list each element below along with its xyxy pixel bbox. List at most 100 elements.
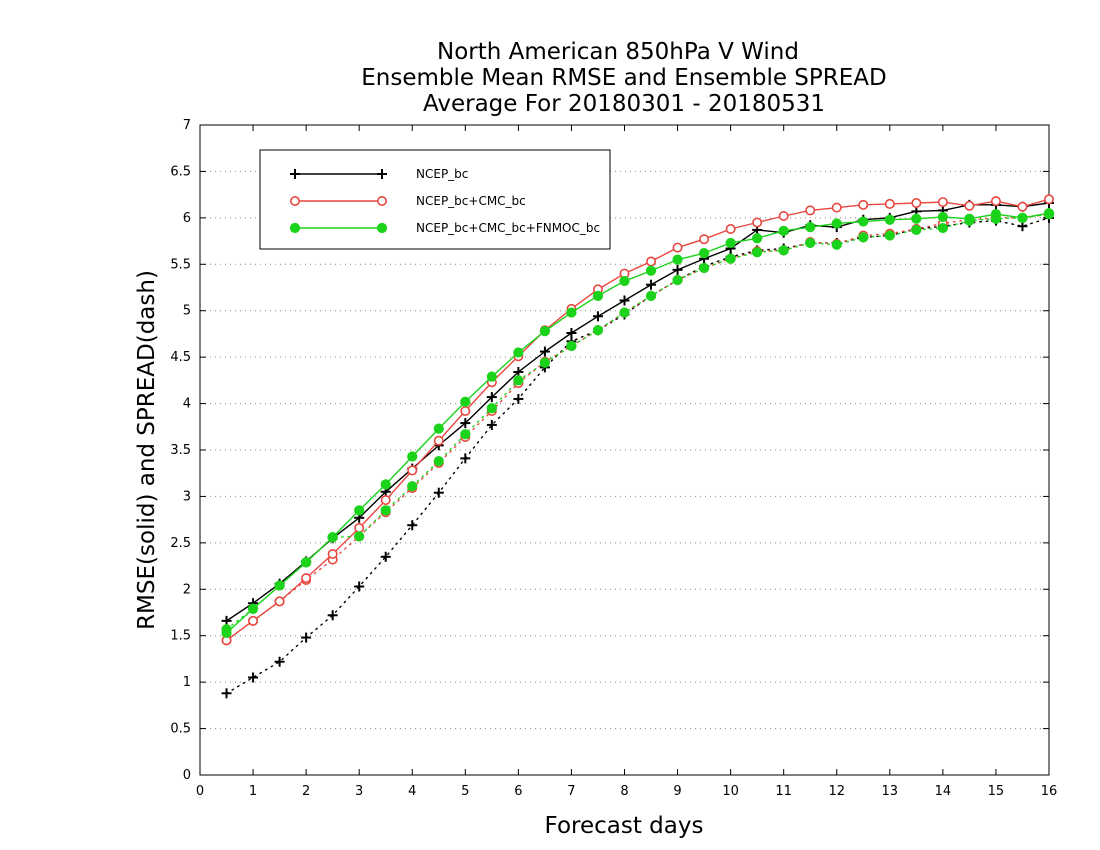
spread-point: [698, 262, 710, 274]
spread-point: [805, 237, 816, 249]
legend-label: NCEP_bc: [416, 167, 468, 181]
spread-point: [433, 456, 444, 467]
rmse-point: [911, 213, 922, 224]
spread-point: [911, 224, 922, 236]
spread-point: [380, 505, 391, 516]
rmse-point: [778, 211, 789, 222]
rmse-point: [247, 603, 259, 614]
rmse-point: [937, 211, 948, 223]
rmse-point: [805, 205, 816, 216]
spread-point: [645, 290, 657, 301]
rmse-point: [592, 311, 603, 322]
rmse-point: [274, 596, 285, 607]
spread-point: [407, 520, 418, 531]
legend-label: NCEP_bc+CMC_bc: [416, 194, 526, 208]
rmse-point: [858, 199, 869, 210]
legend-marker: [376, 196, 387, 207]
y-tick-label: 2: [183, 582, 191, 597]
rmse-point: [433, 435, 444, 446]
legend-marker: [377, 169, 387, 179]
spread-point: [433, 487, 444, 498]
rmse-point: [433, 423, 444, 434]
rmse-point: [407, 465, 418, 476]
y-tick-label: 0.5: [170, 722, 191, 737]
series-1: [221, 198, 1054, 699]
rmse-line: [226, 212, 1050, 634]
chart-title-line-3: Average For 20180301 - 20180531: [423, 91, 825, 117]
y-tick-label: 4.5: [170, 350, 191, 365]
rmse-point: [380, 495, 391, 506]
rmse-point: [646, 256, 657, 267]
legend-entry: NCEP_bc: [290, 167, 468, 181]
spread-line: [225, 213, 1050, 642]
spread-point: [274, 656, 285, 667]
rmse-point: [672, 242, 683, 253]
rmse-point: [407, 451, 418, 462]
rmse-point: [964, 200, 975, 211]
x-tick-label: 6: [514, 784, 522, 799]
spread-point: [752, 247, 763, 258]
rmse-point: [327, 532, 338, 543]
rmse-point: [513, 347, 524, 358]
chart-title-line-2: Ensemble Mean RMSE and Ensemble SPREAD: [361, 65, 886, 91]
y-tick-label: 6: [183, 211, 191, 226]
axis-ticks: [199, 124, 1050, 776]
rmse-point: [698, 248, 710, 259]
rmse-point: [964, 213, 975, 224]
rmse-point: [672, 264, 683, 275]
y-tick-label: 5: [183, 304, 191, 319]
rmse-point: [539, 326, 551, 337]
spread-point: [354, 581, 365, 592]
rmse-point: [645, 265, 657, 276]
x-tick-label: 13: [882, 784, 899, 799]
x-tick-label: 5: [461, 784, 469, 799]
rmse-point: [646, 279, 657, 290]
rmse-point: [274, 580, 285, 591]
series-2: [221, 194, 1055, 646]
y-tick-label: 7: [183, 118, 191, 133]
rmse-point: [248, 615, 259, 626]
spread-point: [407, 481, 418, 492]
x-tick-label: 11: [775, 784, 792, 799]
spread-point: [513, 393, 524, 404]
legend-entry: NCEP_bc+CMC_bc+FNMOC_bc: [289, 221, 600, 235]
y-tick-label: 4: [183, 397, 191, 412]
y-tick-label: 2.5: [170, 536, 191, 551]
rmse-point: [301, 557, 312, 568]
spread-point: [592, 325, 604, 336]
rmse-point: [619, 295, 630, 306]
x-tick-label: 1: [249, 784, 257, 799]
rmse-point: [460, 418, 471, 429]
x-tick-label: 16: [1041, 784, 1058, 799]
series-layer: [221, 194, 1055, 699]
rmse-point: [884, 198, 895, 209]
y-tick-label: 1.5: [170, 629, 191, 644]
legend-marker: [289, 196, 300, 207]
rmse-point: [752, 233, 763, 244]
y-tick-label: 6.5: [170, 164, 191, 179]
chart-title: North American 850hPa V Wind Ensemble Me…: [361, 39, 886, 117]
rmse-point: [911, 198, 922, 209]
y-axis-tick-labels: 0 0.5 1 1.5 2 2.5 3 3.5 4 4.5 5 5.5 6 6.5 7: [170, 118, 191, 783]
rmse-point: [1017, 212, 1028, 223]
spread-point: [460, 453, 471, 464]
rmse-point: [539, 346, 550, 357]
legend-label: NCEP_bc+CMC_bc+FNMOC_bc: [416, 221, 600, 235]
legend-entries: NCEP_bc NCEP_bc+CMC_bc NCEP_bc+CMC_bc+FNMO…: [289, 167, 600, 235]
rmse-point: [831, 202, 842, 213]
spread-line: [225, 217, 1050, 694]
spread-point: [725, 253, 736, 264]
legend-marker: [289, 222, 301, 234]
x-tick-label: 0: [196, 784, 204, 799]
y-tick-label: 5.5: [170, 257, 191, 272]
spread-point: [778, 245, 789, 256]
rmse-point: [486, 392, 497, 403]
rmse-point: [619, 275, 630, 287]
chart-title-line-1: North American 850hPa V Wind: [437, 39, 799, 65]
rmse-point: [301, 573, 312, 584]
spread-point: [672, 274, 683, 286]
x-axis-label: Forecast days: [545, 813, 704, 839]
legend-entry: NCEP_bc+CMC_bc: [289, 194, 526, 208]
spread-point: [327, 610, 338, 621]
x-tick-label: 10: [722, 784, 739, 799]
